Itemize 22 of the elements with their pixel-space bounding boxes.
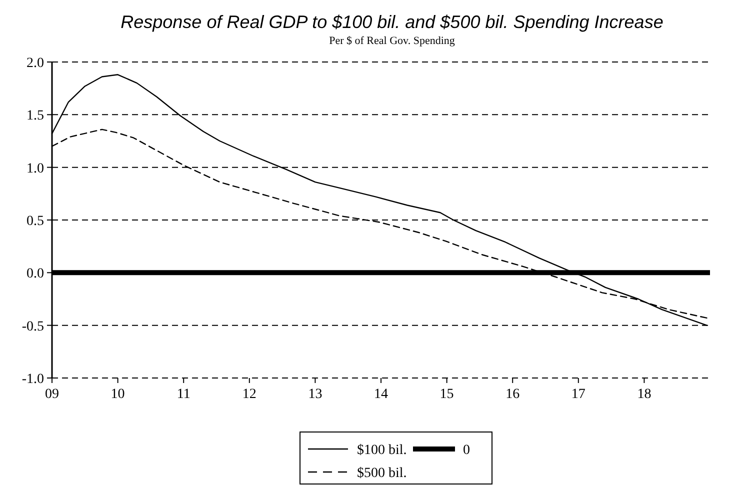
y-tick-label: 0.0 — [26, 266, 44, 282]
y-tick-label: -0.5 — [22, 319, 44, 334]
x-tick-label: 10 — [110, 387, 125, 402]
x-tick-label: 13 — [308, 387, 322, 402]
x-tick-label: 16 — [506, 387, 520, 402]
chart-subtitle: Per $ of Real Gov. Spending — [329, 35, 456, 47]
y-tick-label: 0.5 — [26, 214, 44, 229]
x-tick-label: 15 — [440, 387, 454, 402]
x-tick-label: 09 — [45, 387, 59, 402]
y-tick-label: 1.5 — [26, 108, 44, 124]
x-tick-label: 14 — [374, 387, 388, 402]
y-tick-label: 1.0 — [26, 161, 44, 176]
x-tick-label: 17 — [571, 387, 586, 402]
legend-label: $500 bil. — [357, 466, 407, 481]
legend-label: $100 bil. — [357, 443, 407, 458]
y-tick-label: -1.0 — [22, 372, 44, 387]
chart-title: Response of Real GDP to $100 bil. and $500 bil. Spending Increase — [120, 12, 664, 32]
x-tick-label: 12 — [242, 387, 256, 402]
x-tick-label: 11 — [176, 387, 190, 402]
x-tick-label: 18 — [637, 387, 652, 402]
legend-label: 0 — [463, 443, 470, 458]
y-tick-label: 2.0 — [26, 56, 44, 71]
